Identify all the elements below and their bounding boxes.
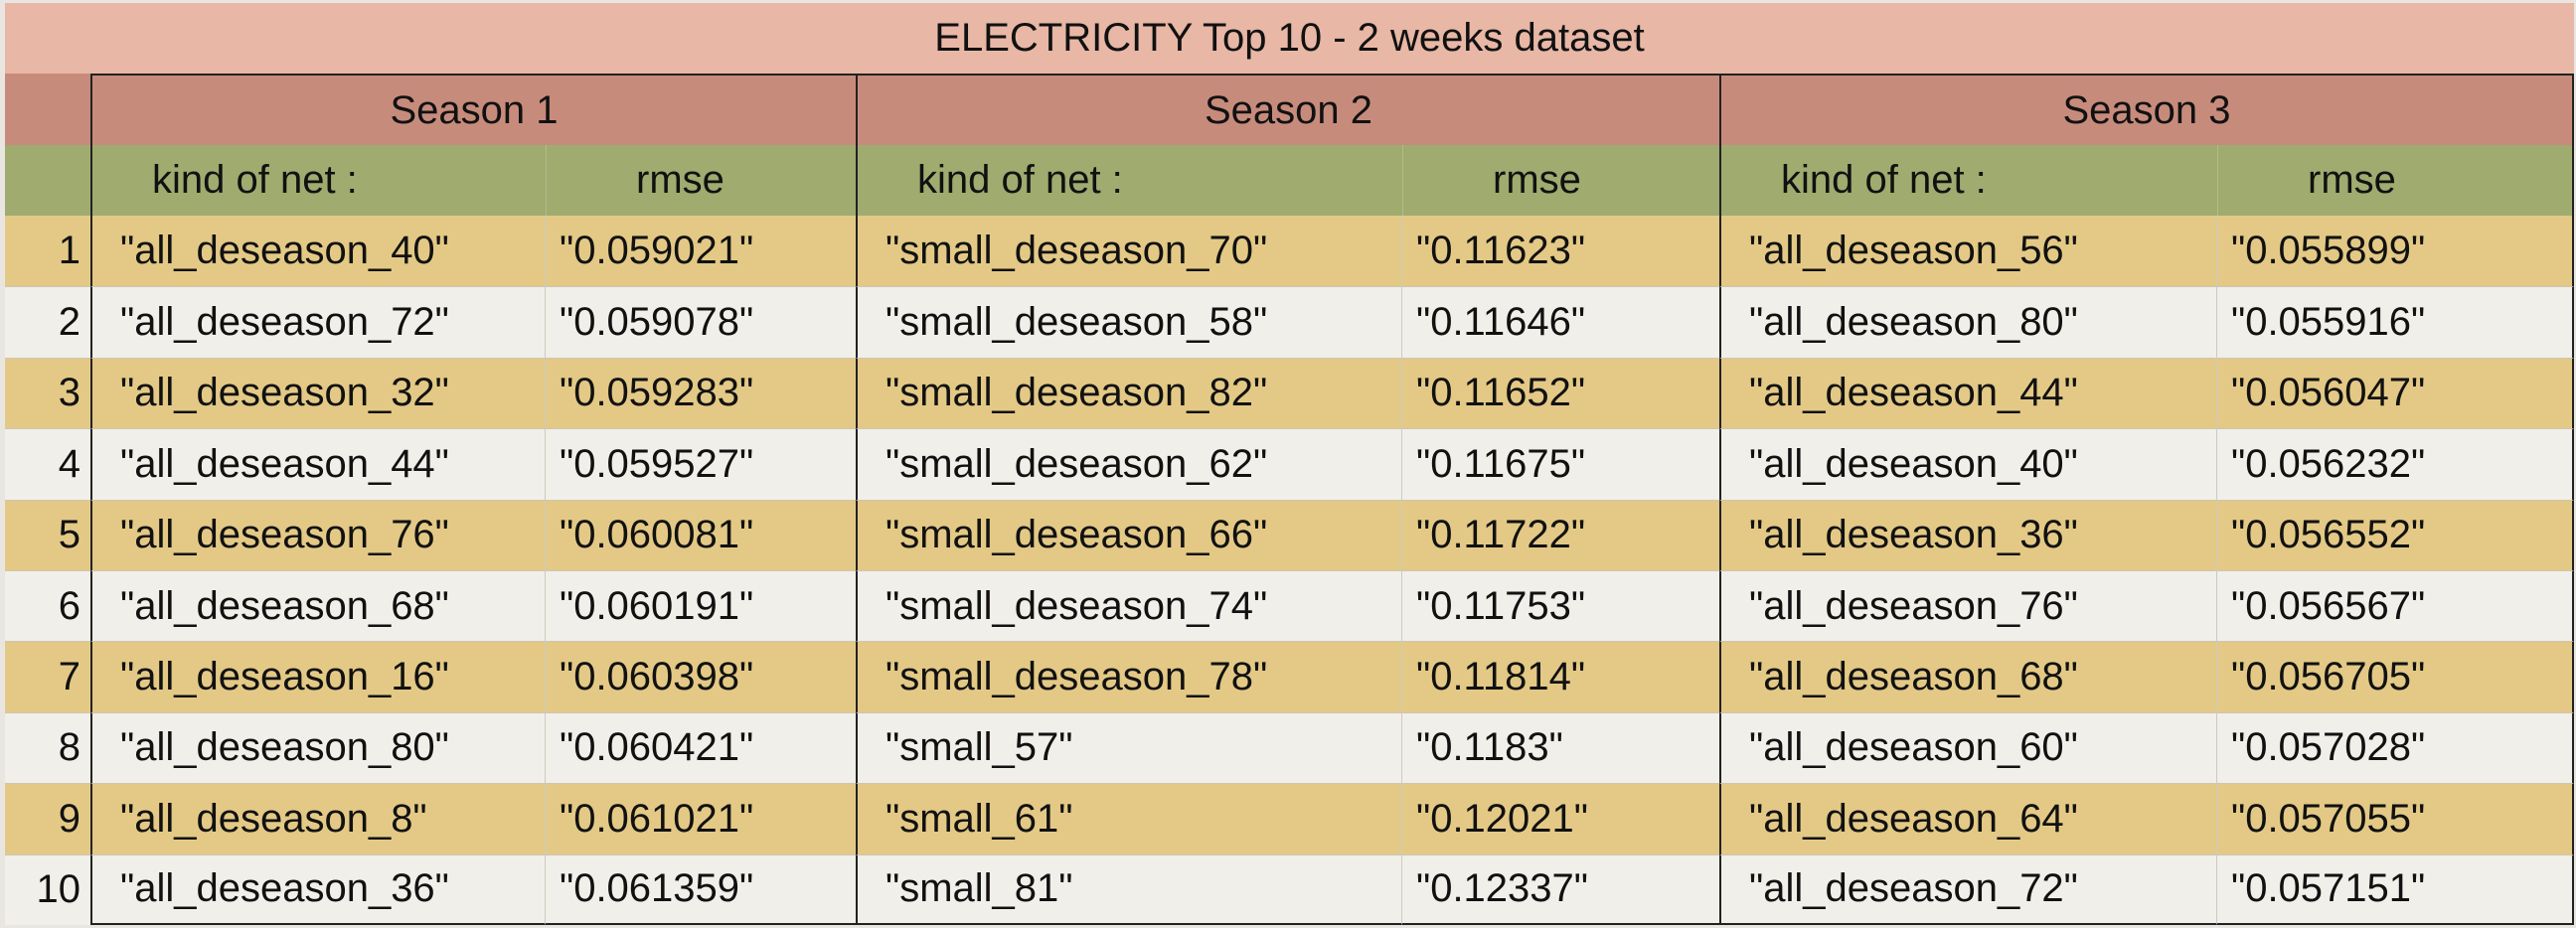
season-1-net-cell: "all_deseason_32": [90, 357, 546, 429]
row-index: 4: [5, 428, 90, 500]
season-2-net-cell: "small_61": [856, 783, 1402, 854]
header-corner-cell: [5, 145, 90, 216]
season-2-rmse-cell: "0.12337": [1402, 853, 1719, 925]
season-corner-cell: [5, 74, 90, 145]
season-3-rmse-cell: "0.057151": [2217, 853, 2574, 925]
season-1-rmse-cell: "0.060421": [546, 711, 856, 784]
table-title: ELECTRICITY Top 10 - 2 weeks dataset: [5, 3, 2574, 74]
season-2-rmse-cell: "0.11675": [1402, 428, 1719, 500]
season-2-net-cell: "small_deseason_62": [856, 428, 1402, 500]
season-2-rmse-cell: "0.11814": [1402, 641, 1719, 712]
season-3-net-cell: "all_deseason_68": [1719, 641, 2217, 712]
results-table: ELECTRICITY Top 10 - 2 weeks dataset Sea…: [5, 3, 2574, 925]
season-1-rmse-cell: "0.060081": [546, 499, 856, 570]
season-3-rmse-cell: "0.056705": [2217, 641, 2574, 712]
season-3-rmse-cell: "0.057055": [2217, 783, 2574, 854]
row-index: 5: [5, 499, 90, 570]
season-2-net-cell: "small_57": [856, 711, 1402, 784]
season-3-net-cell: "all_deseason_64": [1719, 783, 2217, 854]
season-3-rmse-cell: "0.055899": [2217, 216, 2574, 287]
season-2-net-cell: "small_deseason_70": [856, 216, 1402, 287]
season-1-net-cell: "all_deseason_68": [90, 569, 546, 642]
season-3-rmse-cell: "0.055916": [2217, 286, 2574, 358]
row-index: 6: [5, 569, 90, 642]
season-3-net-cell: "all_deseason_60": [1719, 711, 2217, 784]
season-2-rmse-cell: "0.11652": [1402, 357, 1719, 429]
season-1-net-cell: "all_deseason_72": [90, 286, 546, 358]
season-3-rmse-cell: "0.056047": [2217, 357, 2574, 429]
season-3-kind-header: kind of net :: [1719, 145, 2217, 216]
season-1-header: Season 1: [90, 74, 856, 145]
row-index: 7: [5, 641, 90, 712]
row-index: 3: [5, 357, 90, 429]
season-1-kind-header: kind of net :: [90, 145, 546, 216]
season-2-net-cell: "small_81": [856, 853, 1402, 925]
season-3-rmse-cell: "0.056567": [2217, 569, 2574, 642]
season-3-net-cell: "all_deseason_72": [1719, 853, 2217, 925]
season-1-net-cell: "all_deseason_44": [90, 428, 546, 500]
season-2-net-cell: "small_deseason_74": [856, 569, 1402, 642]
season-1-net-cell: "all_deseason_76": [90, 499, 546, 570]
season-1-rmse-header: rmse: [546, 145, 856, 216]
row-index: 8: [5, 711, 90, 784]
season-1-net-cell: "all_deseason_16": [90, 641, 546, 712]
season-1-rmse-cell: "0.061021": [546, 783, 856, 854]
season-3-net-cell: "all_deseason_40": [1719, 428, 2217, 500]
season-1-rmse-cell: "0.059078": [546, 286, 856, 358]
season-1-rmse-cell: "0.059021": [546, 216, 856, 287]
season-3-net-cell: "all_deseason_80": [1719, 286, 2217, 358]
season-2-rmse-cell: "0.11753": [1402, 569, 1719, 642]
season-1-net-cell: "all_deseason_8": [90, 783, 546, 854]
season-2-header: Season 2: [856, 74, 1719, 145]
season-1-rmse-cell: "0.059527": [546, 428, 856, 500]
season-3-net-cell: "all_deseason_76": [1719, 569, 2217, 642]
row-index: 9: [5, 783, 90, 854]
season-1-net-cell: "all_deseason_36": [90, 853, 546, 925]
season-2-net-cell: "small_deseason_78": [856, 641, 1402, 712]
row-index: 10: [5, 853, 90, 925]
season-2-net-cell: "small_deseason_66": [856, 499, 1402, 570]
row-index: 2: [5, 286, 90, 358]
season-3-net-cell: "all_deseason_36": [1719, 499, 2217, 570]
season-2-net-cell: "small_deseason_58": [856, 286, 1402, 358]
season-1-net-cell: "all_deseason_80": [90, 711, 546, 784]
season-3-net-cell: "all_deseason_44": [1719, 357, 2217, 429]
season-1-net-cell: "all_deseason_40": [90, 216, 546, 287]
season-3-rmse-header: rmse: [2217, 145, 2574, 216]
season-2-net-cell: "small_deseason_82": [856, 357, 1402, 429]
season-2-kind-header: kind of net :: [856, 145, 1402, 216]
season-2-rmse-cell: "0.11722": [1402, 499, 1719, 570]
season-2-rmse-cell: "0.11623": [1402, 216, 1719, 287]
season-3-rmse-cell: "0.056552": [2217, 499, 2574, 570]
season-1-rmse-cell: "0.060398": [546, 641, 856, 712]
season-2-rmse-cell: "0.12021": [1402, 783, 1719, 854]
season-3-rmse-cell: "0.056232": [2217, 428, 2574, 500]
season-3-rmse-cell: "0.057028": [2217, 711, 2574, 784]
row-index: 1: [5, 216, 90, 287]
season-1-rmse-cell: "0.061359": [546, 853, 856, 925]
season-1-rmse-cell: "0.060191": [546, 569, 856, 642]
season-2-rmse-cell: "0.11646": [1402, 286, 1719, 358]
season-2-rmse-cell: "0.1183": [1402, 711, 1719, 784]
season-2-rmse-header: rmse: [1402, 145, 1719, 216]
season-3-net-cell: "all_deseason_56": [1719, 216, 2217, 287]
season-3-header: Season 3: [1719, 74, 2574, 145]
season-1-rmse-cell: "0.059283": [546, 357, 856, 429]
